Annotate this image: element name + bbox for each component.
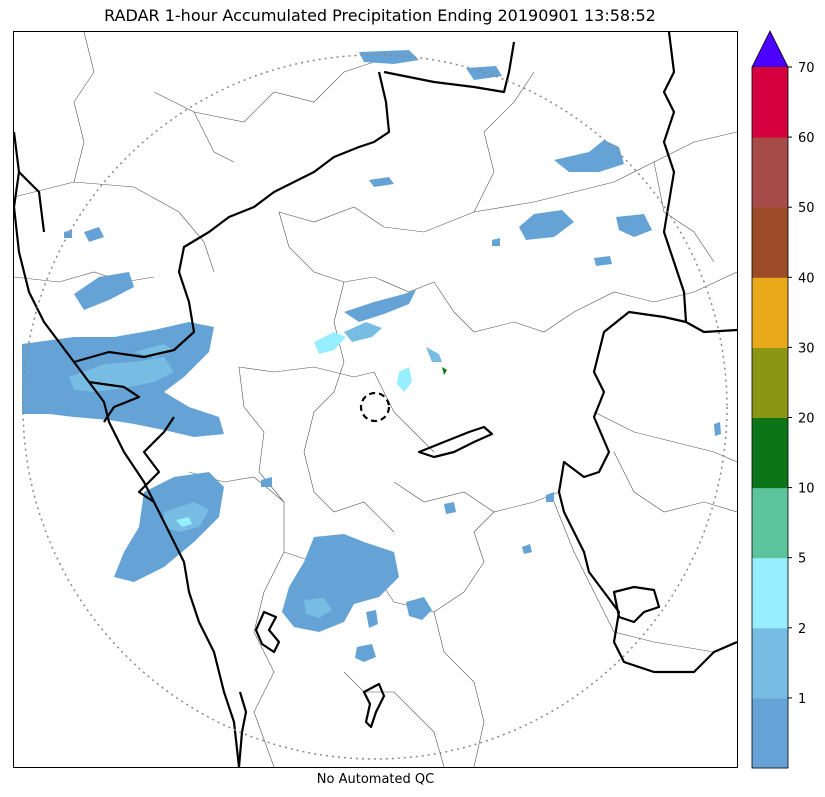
colorbar-bin-70 (752, 67, 788, 138)
colorbar-extend-arrow (751, 30, 789, 68)
colorbar-tick-label: 1 (798, 692, 806, 707)
colorbar-tick-label: 20 (798, 412, 815, 427)
range-ring (22, 54, 728, 760)
colorbar-bin-1 (752, 697, 788, 769)
colorbar-bin-20 (752, 417, 788, 489)
colorbar-tick-label: 50 (798, 201, 815, 216)
colorbar-bin-30 (752, 347, 788, 418)
colorbar-tick-label: 40 (798, 271, 815, 286)
colorbar-bin-2 (752, 627, 788, 699)
colorbar-bin-60 (752, 137, 788, 208)
colorbar-bin-50 (752, 207, 788, 278)
colorbar-tick-label: 30 (798, 341, 815, 356)
chart-title: RADAR 1-hour Accumulated Precipitation E… (104, 6, 656, 25)
radar-map[interactable] (13, 31, 738, 768)
qc-caption: No Automated QC (316, 772, 435, 787)
colorbar-bin-40 (752, 277, 788, 348)
colorbar-tick-label: 5 (798, 552, 806, 567)
colorbar-tick-label: 60 (798, 131, 815, 146)
colorbar: 1 2 5 10 20 30 40 50 60 70 (751, 30, 815, 769)
colorbar-bin-5 (752, 557, 788, 629)
colorbar-tick-label: 70 (798, 61, 815, 76)
state-boundaries (14, 32, 737, 767)
radar-site-marker (359, 391, 391, 423)
colorbar-tick-label: 2 (798, 622, 806, 637)
colorbar-bin-10 (752, 487, 788, 559)
colorbar-frame (751, 67, 789, 769)
colorbar-tick-label: 10 (798, 482, 815, 497)
